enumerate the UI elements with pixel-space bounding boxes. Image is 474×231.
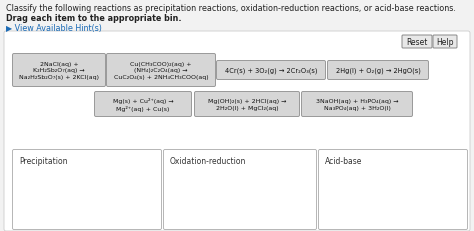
Text: Precipitation: Precipitation (19, 156, 67, 165)
Text: Mg(OH)₂(s) + 2HCl(aq) →
2H₂O(l) + MgCl₂(aq): Mg(OH)₂(s) + 2HCl(aq) → 2H₂O(l) + MgCl₂(… (208, 99, 286, 110)
FancyBboxPatch shape (301, 92, 412, 117)
FancyBboxPatch shape (12, 150, 162, 230)
Text: 4Cr(s) + 3O₂(g) → 2Cr₂O₃(s): 4Cr(s) + 3O₂(g) → 2Cr₂O₃(s) (225, 67, 317, 74)
FancyBboxPatch shape (217, 61, 326, 80)
Text: Acid-base: Acid-base (325, 156, 363, 165)
FancyBboxPatch shape (402, 36, 432, 49)
FancyBboxPatch shape (107, 54, 216, 87)
Text: 2NaCl(aq) +
K₂H₂Sb₂O₇(aq) →
Na₂H₂Sb₂O₇(s) + 2KCl(aq): 2NaCl(aq) + K₂H₂Sb₂O₇(aq) → Na₂H₂Sb₂O₇(s… (19, 62, 99, 79)
Text: Classify the following reactions as precipitation reactions, oxidation-reduction: Classify the following reactions as prec… (6, 4, 456, 13)
FancyBboxPatch shape (433, 36, 457, 49)
Text: Drag each item to the appropriate bin.: Drag each item to the appropriate bin. (6, 14, 182, 23)
FancyBboxPatch shape (94, 92, 191, 117)
FancyBboxPatch shape (328, 61, 428, 80)
FancyBboxPatch shape (194, 92, 300, 117)
Text: ▶ View Available Hint(s): ▶ View Available Hint(s) (6, 24, 102, 33)
Text: Reset: Reset (406, 38, 428, 47)
Text: 3NaOH(aq) + H₃PO₄(aq) →
Na₃PO₄(aq) + 3H₂O(l): 3NaOH(aq) + H₃PO₄(aq) → Na₃PO₄(aq) + 3H₂… (316, 99, 398, 110)
Text: Cu(CH₃COO)₂(aq) +
(NH₄)₂C₂O₄(aq) →
CuC₂O₄(s) + 2NH₄CH₃COO(aq): Cu(CH₃COO)₂(aq) + (NH₄)₂C₂O₄(aq) → CuC₂O… (114, 62, 208, 79)
FancyBboxPatch shape (164, 150, 317, 230)
Text: Oxidation-reduction: Oxidation-reduction (170, 156, 246, 165)
FancyBboxPatch shape (12, 54, 106, 87)
FancyBboxPatch shape (4, 32, 470, 231)
Text: Mg(s) + Cu²⁺(aq) →
Mg²⁺(aq) + Cu(s): Mg(s) + Cu²⁺(aq) → Mg²⁺(aq) + Cu(s) (113, 98, 173, 111)
FancyBboxPatch shape (319, 150, 467, 230)
Text: Help: Help (436, 38, 454, 47)
Text: 2Hg(l) + O₂(g) → 2HgO(s): 2Hg(l) + O₂(g) → 2HgO(s) (336, 67, 420, 74)
